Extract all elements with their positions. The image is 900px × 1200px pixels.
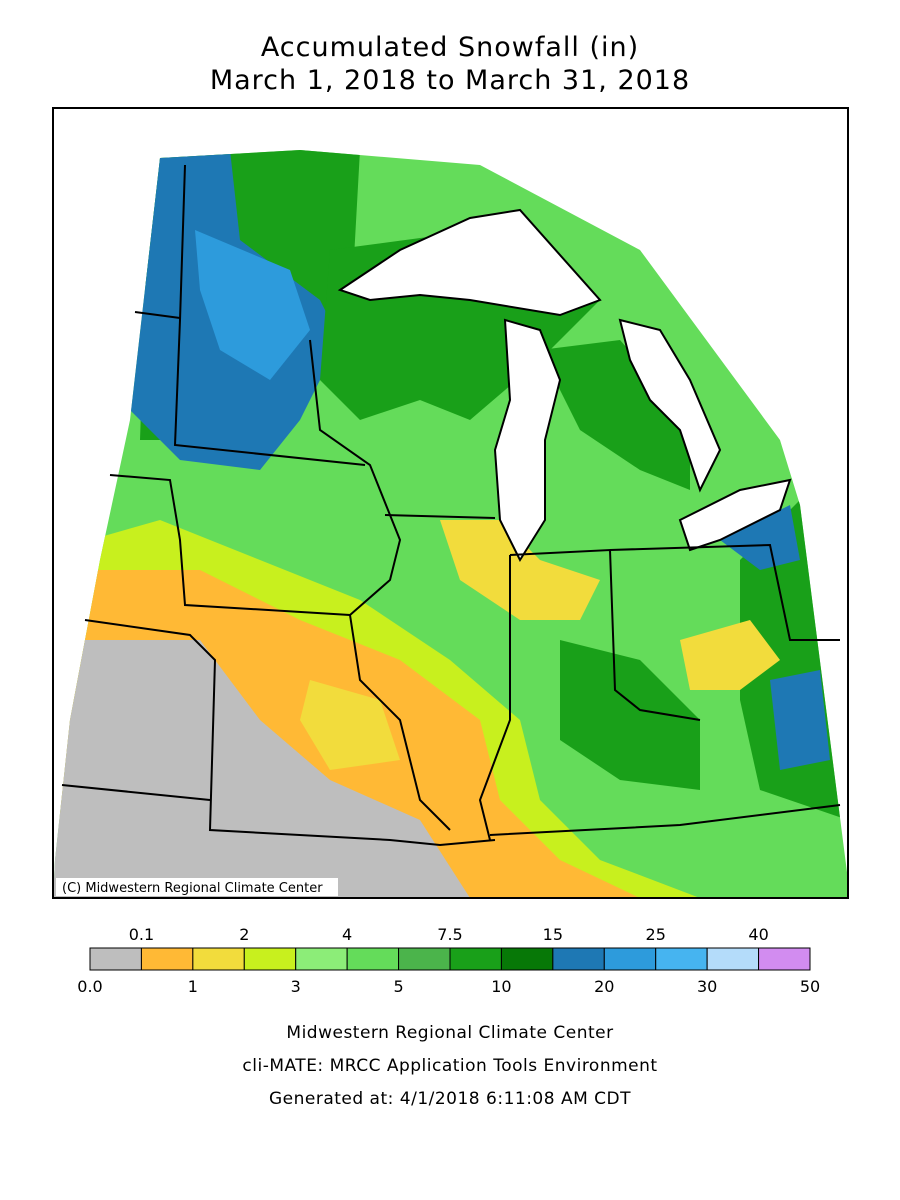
legend-label: 0.0 [77, 977, 102, 996]
legend-label: 20 [594, 977, 614, 996]
map-frame [52, 107, 849, 899]
legend-swatch [603, 947, 657, 971]
legend-label: 25 [646, 925, 666, 944]
legend-swatch [655, 947, 708, 971]
great-lakes [337, 208, 792, 563]
legend-swatch [449, 947, 502, 971]
state-borders [61, 164, 841, 847]
title: Accumulated Snowfall (in) [261, 32, 639, 63]
legend-label: 4 [342, 925, 352, 944]
legend-label: 10 [491, 977, 511, 996]
legend-label: 0.1 [129, 925, 154, 944]
legend-swatch [243, 947, 297, 971]
legend-swatch [140, 947, 194, 971]
legend-swatch [295, 947, 348, 971]
legend-swatch [398, 947, 451, 971]
legend-label: 1 [188, 977, 198, 996]
legend-label: 50 [800, 977, 820, 996]
legend: 0.0 0.1 1 2 3 4 5 7.5 10 15 20 25 30 40 50 [77, 925, 820, 996]
footer-line: Midwestern Regional Climate Center [286, 1023, 613, 1043]
legend-swatch [758, 947, 811, 971]
legend-label: 30 [697, 977, 717, 996]
legend-swatch [552, 947, 605, 971]
legend-label: 5 [393, 977, 403, 996]
copyright-box [56, 878, 338, 896]
legend-swatch [192, 947, 245, 971]
subtitle: March 1, 2018 to March 31, 2018 [210, 65, 690, 96]
legend-label: 40 [748, 925, 768, 944]
legend-label: 15 [543, 925, 563, 944]
copyright: (C) Midwestern Regional Climate Center [62, 881, 323, 896]
footer-line: Generated at: 4/1/2018 6:11:08 AM CDT [269, 1089, 631, 1109]
legend-swatch [706, 947, 760, 971]
legend-swatch [89, 947, 142, 971]
legend-swatch [346, 947, 400, 971]
legend-label: 7.5 [437, 925, 462, 944]
footer-line: cli-MATE: MRCC Application Tools Environ… [242, 1056, 657, 1076]
legend-swatch [500, 947, 554, 971]
legend-label: 3 [291, 977, 301, 996]
legend-label: 2 [239, 925, 249, 944]
